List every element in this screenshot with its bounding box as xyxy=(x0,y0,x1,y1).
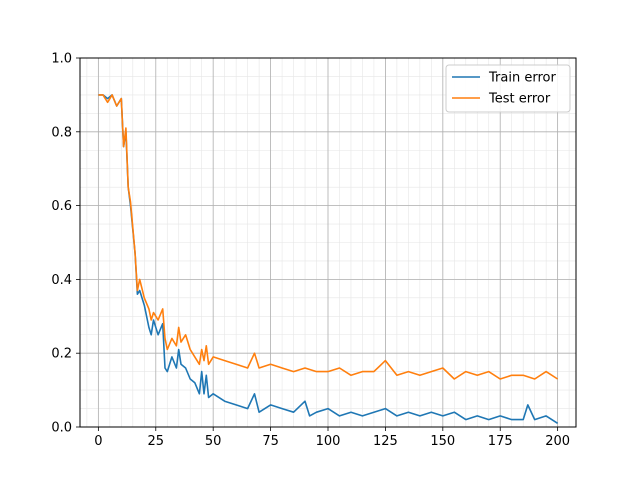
x-tick-label: 0 xyxy=(94,434,102,449)
x-tick-label: 50 xyxy=(205,434,222,449)
y-axis: 0.0 0.2 0.4 0.6 0.8 1.0 xyxy=(51,52,80,436)
x-tick-label: 150 xyxy=(430,434,455,449)
series-layer xyxy=(98,94,559,424)
x-tick-label: 25 xyxy=(148,434,165,449)
test-error-line xyxy=(98,94,559,380)
legend: Train error Test error xyxy=(445,64,571,113)
major-grid xyxy=(80,57,576,428)
x-axis: 0 25 50 75 100 125 150 175 200 xyxy=(94,427,570,449)
y-tick-label: 0.0 xyxy=(51,421,72,436)
train-error-line xyxy=(98,94,559,424)
x-tick-label: 175 xyxy=(488,434,513,449)
y-tick-label: 1.0 xyxy=(51,52,72,67)
y-tick-label: 0.4 xyxy=(51,273,72,288)
x-tick-label: 200 xyxy=(545,434,570,449)
y-tick-label: 0.8 xyxy=(51,125,72,140)
x-tick-label: 75 xyxy=(262,434,279,449)
x-tick-label: 100 xyxy=(316,434,341,449)
legend-label: Test error xyxy=(488,92,551,107)
x-tick-label: 125 xyxy=(373,434,398,449)
legend-label: Train error xyxy=(488,71,556,86)
y-tick-label: 0.6 xyxy=(51,199,72,214)
y-tick-label: 0.2 xyxy=(51,347,72,362)
